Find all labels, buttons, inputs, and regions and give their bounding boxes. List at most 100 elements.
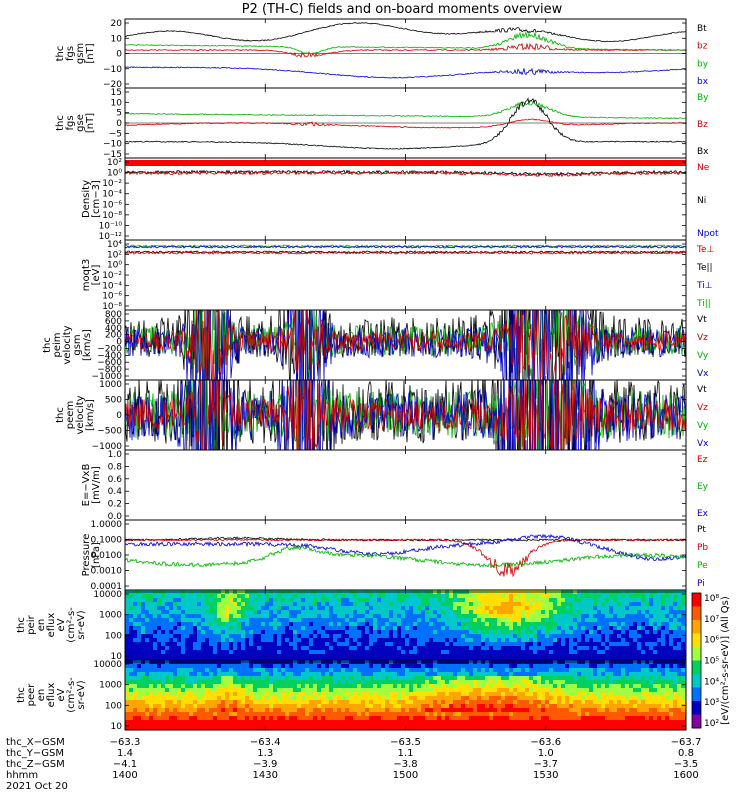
x-axis-value: 1.4 [117, 748, 133, 759]
y-tick-label: −400 [97, 351, 122, 361]
series-pb [125, 538, 686, 578]
legend-entry: Vt [697, 315, 707, 325]
series-ne [125, 170, 686, 178]
y-tick-label: −5 [109, 129, 122, 139]
x-axis-labels: thc_X−GSM −63.3 −63.4 −63.5 −63.6 −63.7 thc_Y−… [6, 737, 701, 792]
series-bx [125, 66, 686, 79]
y-tick-label: 1000 [99, 611, 122, 621]
panel-ylabel: eflux [46, 683, 57, 708]
colorbar-tick: 10³ [704, 698, 719, 708]
y-tick-label: 10² [107, 250, 122, 260]
panel-ylabel: en [36, 619, 47, 632]
panel-pressure: Pressure [nPa] 1.0000 0.1000 0.0100 0.0010 0.0… [81, 519, 708, 592]
legend-entry: Ti|| [696, 299, 711, 309]
legend-entry: Ne [697, 163, 710, 173]
y-tick-label: −500 [97, 427, 122, 437]
legend-entry: Te|| [696, 263, 713, 273]
y-tick-label: 10⁻⁸ [102, 211, 122, 221]
panel-ylabel: [nT] [85, 43, 96, 63]
panel-fgs-gsm: thc fgs gsm [nT] 20 10 0 −10 −20 Bt bz by bx [55, 18, 709, 90]
legend-entry: Vy [697, 421, 709, 431]
y-tick-label: 0.6 [108, 475, 123, 485]
panel-ylabel: (cm²-s- [66, 677, 77, 713]
y-tick-label: 10⁻⁴ [102, 190, 122, 200]
x-axis-value: −4.1 [113, 759, 137, 770]
x-axis-value: 1530 [533, 770, 558, 781]
y-tick-label: 0.4 [108, 487, 123, 497]
panel-ylabel: thc [55, 407, 66, 423]
series-by [125, 101, 686, 120]
y-tick-label: −10 [103, 140, 122, 150]
y-tick-label: 10⁻⁶ [102, 292, 122, 302]
y-tick-label: 0.0100 [91, 551, 123, 561]
y-tick-label: 0 [116, 338, 122, 348]
panel-ylabel: eV [56, 618, 67, 631]
y-tick-label: 0 [116, 50, 122, 60]
panel-ylabel: thc [55, 115, 66, 131]
panel-ylabel: Pressure [81, 534, 92, 577]
panel-ylabel: [cm−3] [91, 180, 102, 218]
panel-ylabel: peem [65, 401, 76, 429]
x-axis-value: −63.4 [250, 737, 281, 748]
panel-ylabel: velocity [62, 325, 73, 364]
y-tick-label: 1000 [99, 380, 122, 390]
panel-ylabel: [nPa] [91, 542, 102, 568]
y-tick-label: 5 [116, 109, 122, 119]
y-tick-label: 10⁰ [107, 261, 122, 271]
panel-ylabel: thc [16, 617, 27, 633]
panel-ylabel: en [36, 689, 47, 702]
y-tick-label: 15 [111, 88, 122, 98]
legend-entry: Vy [697, 351, 709, 361]
x-axis-value: 1.0 [538, 748, 554, 759]
y-tick-label: 10000 [93, 660, 122, 670]
panel-ylabel: moqt3 [81, 259, 92, 292]
panel-ylabel: gse [75, 114, 86, 132]
y-tick-label: 20 [111, 19, 123, 29]
series-te-perp [125, 251, 686, 255]
y-tick-label: 10⁴ [107, 240, 122, 250]
panel-ylabel: sr-eV) [76, 680, 87, 709]
x-axis-value: 1500 [393, 770, 418, 781]
panel-frame [124, 449, 687, 521]
colorbar-label: [eV/(cm²-s-sr-eV)] (All Qs) [720, 596, 731, 725]
y-tick-label: 1.0 [108, 450, 123, 460]
y-tick-label: −200 [97, 344, 122, 354]
series-ti-perp [125, 245, 686, 249]
y-tick-label: 10 [111, 652, 123, 662]
panel-ylabel: [mV/m] [91, 466, 102, 504]
panel-efield: E=−VxB [mV/m] 1.0 0.8 0.6 0.4 0.2 0.0 Ez Ey Ex [81, 449, 709, 522]
legend-entry: Pb [697, 543, 708, 553]
y-tick-label: 0 [116, 411, 122, 421]
y-tick-label: 600 [105, 317, 122, 327]
x-axis-value: 0.8 [678, 748, 694, 759]
panel-ylabel: thc [16, 687, 27, 703]
colorbar: 10⁸ 10⁷ 10⁶ 10⁵ 10⁴ 10³ 10² [eV/(cm²-s-sr-eV)] … [691, 592, 731, 729]
y-tick-label: 10⁻⁸ [102, 302, 122, 312]
y-tick-label: −600 [97, 358, 122, 368]
y-tick-label: 200 [105, 331, 122, 341]
x-axis-value: 1.3 [257, 748, 273, 759]
y-tick-label: 10000 [93, 590, 122, 600]
panel-ylabel: [km/s] [85, 399, 96, 431]
colorbar-tick: 10⁶ [704, 636, 719, 646]
panel-ylabel: fgs [65, 115, 76, 130]
x-axis-value: 1430 [253, 770, 278, 781]
y-tick-label: −20 [103, 80, 122, 90]
legend-entry: Vz [697, 403, 708, 413]
y-tick-label: 0.0 [108, 512, 123, 522]
x-axis-value: −63.5 [390, 737, 421, 748]
panel-frame [124, 157, 687, 241]
x-axis-value: −63.6 [530, 737, 561, 748]
legend-entry: Pe [697, 561, 708, 571]
legend-entry: Vx [697, 369, 709, 379]
y-tick-label: 10 [111, 722, 123, 732]
legend-entry: Vx [697, 439, 709, 449]
y-tick-label: 10² [107, 158, 122, 168]
panel-peir-spectrogram: thc peir en eflux eV (cm²-s-sr-eV) 10000 1000 10… [16, 589, 687, 662]
panel-ylabel: thc [42, 337, 53, 353]
x-axis-row-label: thc_X−GSM [6, 737, 65, 748]
legend-entry: Pt [697, 525, 706, 535]
x-axis-row-label: hhmm [6, 770, 38, 781]
legend-entry: Vt [697, 385, 707, 395]
